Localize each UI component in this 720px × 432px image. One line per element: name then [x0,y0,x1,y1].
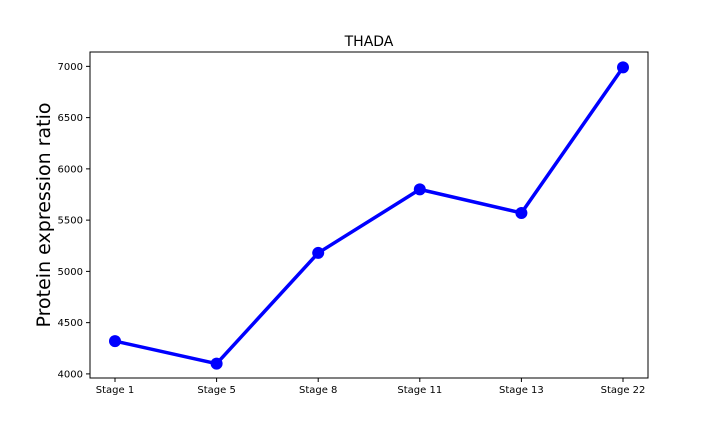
data-point-marker [312,246,325,259]
x-tick-label: Stage 1 [96,385,134,396]
y-tick-label: 6000 [58,164,83,175]
x-tick-label: Stage 13 [499,385,544,396]
y-axis-ticks: 4000 4500 5000 5500 6000 6500 7000 [58,62,90,380]
chart-title: THADA [344,34,394,50]
data-point-marker [413,183,426,196]
y-tick-label: 4500 [58,318,83,329]
x-tick-label: Stage 11 [397,385,442,396]
y-tick-label: 5500 [58,216,83,227]
data-point-marker [617,61,629,74]
y-tick-label: 4000 [58,369,83,380]
x-tick-label: Stage 22 [601,385,646,396]
x-axis-ticks: Stage 1 Stage 5 Stage 8 Stage 11 Stage 13 Sta… [96,378,646,396]
plot-area-frame [89,51,649,379]
series-layer [109,61,629,370]
x-tick-label: Stage 5 [197,385,235,396]
data-point-marker [515,206,528,219]
x-tick-label: Stage 8 [299,385,337,396]
y-tick-label: 5000 [58,267,83,278]
data-point-marker [109,335,121,348]
series-line [114,66,625,366]
y-tick-label: 7000 [58,62,83,73]
y-axis-label: Protein expression ratio [33,103,55,328]
y-tick-label: 6500 [58,113,83,124]
data-point-marker [210,357,223,370]
